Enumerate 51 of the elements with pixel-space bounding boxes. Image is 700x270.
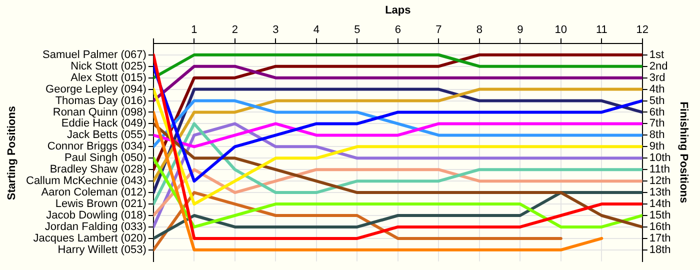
y-tick-label: 6th: [649, 106, 665, 118]
x-tick-label: 3: [272, 24, 279, 36]
category-label: Eddie Hack (049): [61, 118, 146, 130]
y-tick-label: 18th: [649, 244, 671, 256]
category-label: Jordan Falding (033): [44, 221, 146, 234]
x-tick-label: 11: [596, 24, 608, 36]
y-tick-label: 9th: [649, 140, 665, 153]
category-label: Jacques Lambert (020): [33, 232, 146, 244]
x-tick-label: 4: [313, 24, 320, 36]
category-label: Aaron Coleman (012): [41, 186, 146, 199]
y-tick-label: 11th: [649, 164, 670, 176]
category-label: Thomas Day (016): [55, 94, 146, 107]
y-tick-label: 14th: [649, 198, 671, 210]
x-tick-label: 10: [554, 24, 568, 36]
category-label: George Lepley (094): [46, 83, 146, 96]
category-label: Jack Betts (055): [66, 129, 146, 142]
x-axis-title: Laps: [385, 4, 411, 17]
category-label: Paul Singh (050): [64, 152, 146, 164]
y-tick-label: 15th: [649, 210, 671, 222]
category-label: Samuel Palmer (067): [42, 48, 146, 61]
x-tick-label: 9: [517, 24, 524, 36]
y-tick-label: 10th: [649, 152, 671, 164]
category-label: Connor Briggs (034): [47, 140, 146, 153]
y-tick-label: 7th: [649, 118, 665, 130]
y-tick-label: 5th: [649, 94, 665, 107]
y-tick-label: 17th: [649, 232, 671, 244]
x-tick-label: 12: [636, 24, 649, 36]
y-tick-label: 1st: [649, 48, 664, 61]
category-label: Callum McKechnie (043): [26, 175, 146, 188]
y-tick-label: 16th: [649, 221, 671, 234]
category-label: Alex Stott (015): [70, 72, 146, 84]
x-tick-label: 1: [191, 24, 198, 36]
x-tick-label: 2: [232, 24, 238, 36]
x-tick-label: 8: [476, 24, 482, 36]
category-label: Harry Willett (053): [58, 244, 146, 256]
y-tick-label: 8th: [649, 129, 665, 142]
y-axis-title: Finishing Positions: [677, 102, 690, 204]
category-label: Nick Stott (025): [70, 60, 146, 72]
y-tick-label: 2nd: [649, 60, 668, 72]
category-label: Jacob Dowling (018): [46, 210, 146, 222]
x-tick-label: 7: [436, 24, 442, 36]
y-tick-label: 13th: [649, 186, 671, 199]
text: Starting Positions: [6, 106, 18, 200]
x-tick-label: 5: [354, 24, 360, 36]
category-label: Lewis Brown (021): [55, 198, 146, 210]
y-tick-label: 4th: [649, 83, 665, 96]
x-tick-label: 6: [394, 24, 401, 36]
y-tick-label: 3rd: [649, 72, 666, 84]
y-tick-label: 12th: [649, 175, 671, 188]
category-label: Bradley Shaw (028): [50, 164, 146, 176]
category-label: Ronan Quinn (098): [52, 106, 146, 118]
